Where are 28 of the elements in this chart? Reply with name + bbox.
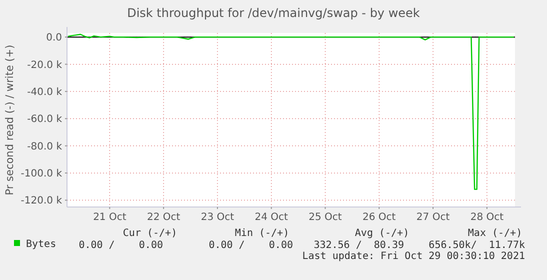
- text: 0.00 / 0.00: [208, 240, 293, 251]
- text: Min (-/+): [234, 228, 290, 239]
- text: 0.00 / 0.00: [78, 240, 163, 251]
- x-tick-label: 26 Oct: [362, 212, 396, 223]
- y-tick-label: -120.0 k: [20, 196, 62, 207]
- x-tick-label: 21 Oct: [93, 212, 126, 223]
- text: 656.50k/ 11.77k: [428, 240, 525, 251]
- text: Avg (-/+): [354, 228, 410, 239]
- legend-label: Bytes: [26, 239, 56, 250]
- text: Max (-/+): [468, 228, 522, 239]
- y-tick-label: -20.0 k: [27, 60, 62, 71]
- x-tick-label: 28 Oct: [470, 212, 504, 223]
- y-tick-label: -40.0 k: [27, 86, 62, 98]
- chart-title: Disk throughput for /dev/mainvg/swap - by week: [127, 6, 420, 20]
- text: 332.56 / 80.39: [314, 240, 404, 251]
- text: Cur (-/+): [122, 228, 178, 239]
- x-tick-label: 25 Oct: [308, 212, 342, 223]
- line-series: [68, 34, 514, 190]
- y-tick-label: -100.0 k: [20, 168, 62, 180]
- x-tick-label: 22 Oct: [146, 212, 180, 223]
- y-axis-title: Pr second read (-) / write (+): [4, 44, 16, 196]
- x-tick-label: 24 Oct: [254, 212, 288, 223]
- y-tick-label: -80.0 k: [27, 141, 62, 152]
- x-tick-label: 23 Oct: [200, 212, 234, 223]
- x-tick-label: 27 Oct: [416, 212, 450, 223]
- text: Last update: Fri Oct 29 00:30:10 2021: [302, 251, 525, 262]
- y-tick-label: 0.0: [46, 32, 62, 44]
- y-tick-label: -60.0 k: [27, 114, 62, 126]
